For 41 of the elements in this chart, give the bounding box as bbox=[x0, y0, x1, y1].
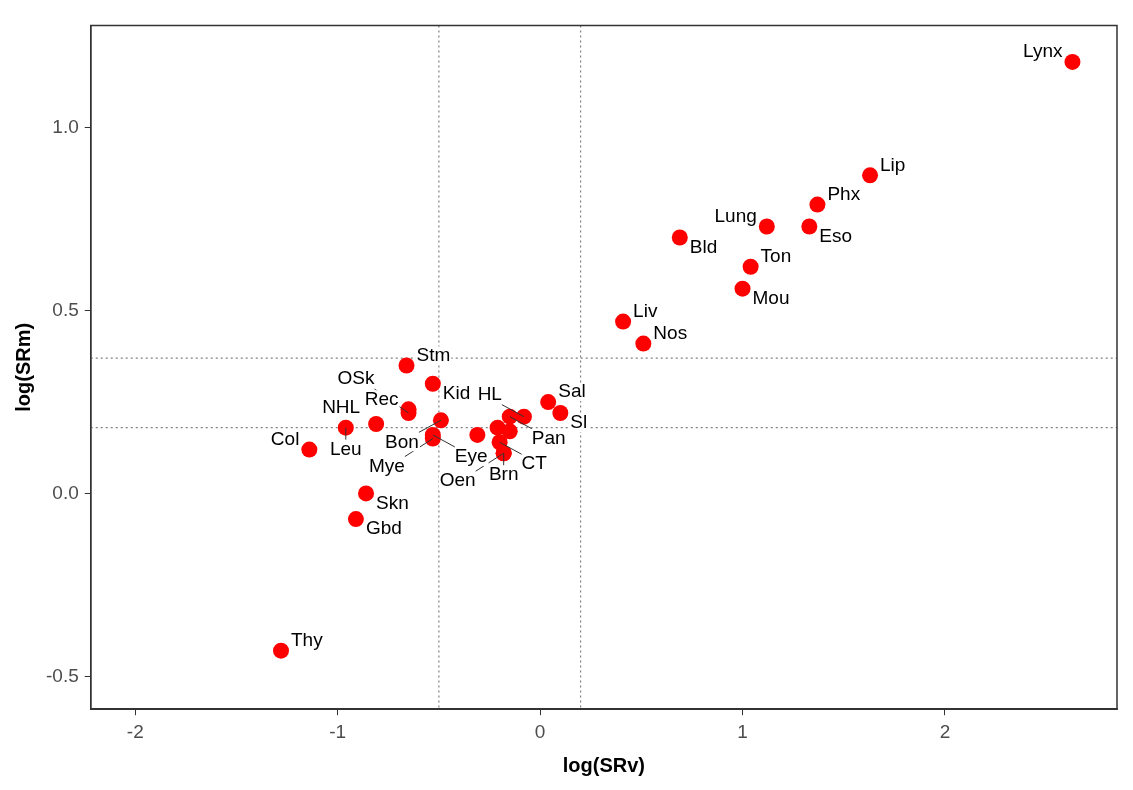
data-label: Lynx bbox=[1023, 40, 1063, 62]
data-label: Phx bbox=[827, 182, 861, 204]
data-label: Lung bbox=[714, 204, 757, 226]
data-label: Lip bbox=[880, 153, 906, 175]
data-label: Sl bbox=[570, 411, 588, 433]
data-label: Mye bbox=[368, 454, 405, 476]
data-label: Sal bbox=[558, 380, 586, 402]
data-label: Kid bbox=[442, 381, 471, 403]
data-label: Thy bbox=[291, 628, 324, 650]
data-label: Nos bbox=[653, 321, 688, 343]
x-tick-label: -1 bbox=[329, 720, 347, 742]
x-axis-title: log(SRv) bbox=[562, 753, 645, 776]
data-label: Bld bbox=[689, 235, 718, 257]
data-label: Skn bbox=[376, 491, 409, 513]
data-label: Leu bbox=[329, 437, 362, 459]
data-label: Oen bbox=[439, 469, 476, 491]
y-tick-label: 1.0 bbox=[52, 116, 79, 138]
data-label: Bon bbox=[385, 430, 419, 452]
data-label: HL bbox=[477, 382, 502, 404]
data-label: Eye bbox=[454, 445, 488, 467]
data-label: Gbd bbox=[365, 517, 402, 539]
x-tick-label: -2 bbox=[126, 720, 144, 742]
x-tick-label: 0 bbox=[534, 720, 546, 742]
y-tick-label: 0.0 bbox=[52, 481, 79, 503]
data-label: Ton bbox=[760, 244, 792, 266]
data-label: Pan bbox=[531, 426, 566, 448]
data-label: Eso bbox=[819, 224, 853, 246]
data-label: Liv bbox=[633, 299, 658, 321]
data-label: Mou bbox=[752, 286, 790, 308]
x-tick-label: 1 bbox=[737, 720, 748, 742]
y-axis-title: log(SRm) bbox=[11, 322, 34, 412]
data-label: CT bbox=[521, 452, 548, 474]
x-tick-label: 2 bbox=[939, 720, 951, 742]
y-tick-label: -0.5 bbox=[45, 664, 79, 686]
data-label: NHL bbox=[322, 396, 361, 418]
data-label: Stm bbox=[416, 343, 451, 365]
y-tick-label: 0.5 bbox=[52, 298, 79, 320]
data-label: OSk bbox=[337, 367, 376, 389]
data-label: Brn bbox=[488, 463, 519, 485]
data-label: Rec bbox=[364, 387, 399, 409]
data-label: Col bbox=[270, 427, 300, 449]
